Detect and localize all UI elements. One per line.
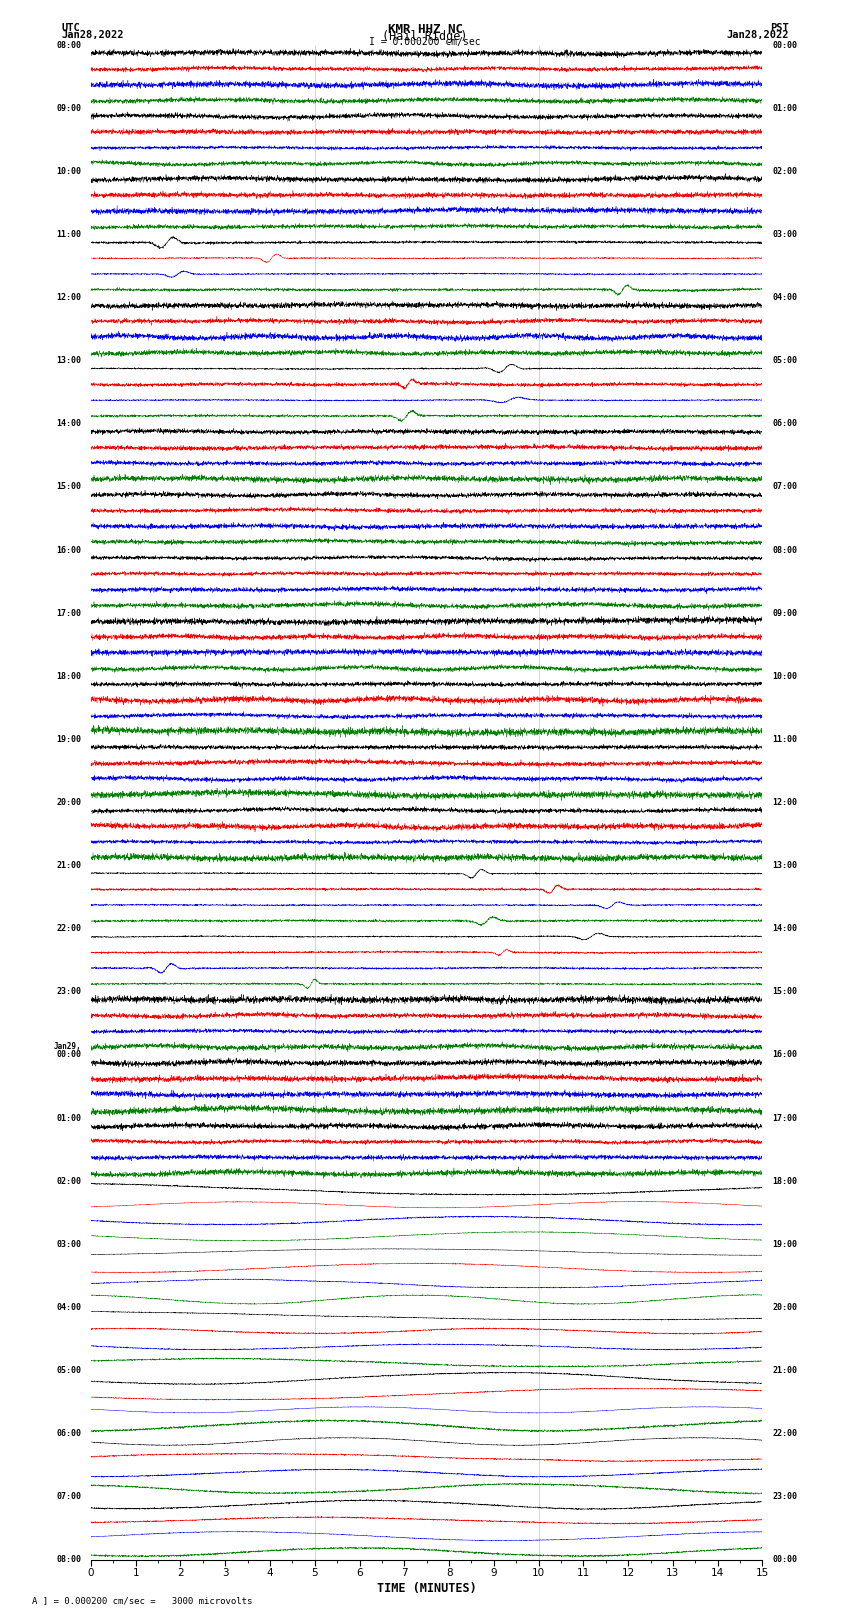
Text: 07:00: 07:00 <box>56 1492 81 1502</box>
Text: 00:00: 00:00 <box>773 40 797 50</box>
Text: 05:00: 05:00 <box>773 356 797 365</box>
Text: 20:00: 20:00 <box>773 1303 797 1311</box>
Text: 16:00: 16:00 <box>56 545 81 555</box>
Text: 23:00: 23:00 <box>773 1492 797 1502</box>
Text: 06:00: 06:00 <box>773 419 797 429</box>
Text: 11:00: 11:00 <box>56 231 81 239</box>
Text: 17:00: 17:00 <box>773 1113 797 1123</box>
Text: 01:00: 01:00 <box>56 1113 81 1123</box>
Text: 14:00: 14:00 <box>773 924 797 934</box>
Text: 23:00: 23:00 <box>56 987 81 997</box>
Text: 02:00: 02:00 <box>773 166 797 176</box>
Text: PST: PST <box>770 24 789 34</box>
Text: Jan29,: Jan29, <box>54 1042 81 1050</box>
Text: Jan28,2022: Jan28,2022 <box>726 31 789 40</box>
Text: A ] = 0.000200 cm/sec =   3000 microvolts: A ] = 0.000200 cm/sec = 3000 microvolts <box>32 1595 252 1605</box>
Text: 19:00: 19:00 <box>773 1240 797 1248</box>
Text: I = 0.000200 cm/sec: I = 0.000200 cm/sec <box>369 37 481 47</box>
Text: 00:00: 00:00 <box>56 1050 81 1060</box>
Text: 03:00: 03:00 <box>56 1240 81 1248</box>
Text: 02:00: 02:00 <box>56 1176 81 1186</box>
Text: 11:00: 11:00 <box>773 736 797 744</box>
Text: 06:00: 06:00 <box>56 1429 81 1439</box>
Text: 13:00: 13:00 <box>56 356 81 365</box>
Text: 16:00: 16:00 <box>773 1050 797 1060</box>
Text: 14:00: 14:00 <box>56 419 81 429</box>
Text: 13:00: 13:00 <box>773 861 797 869</box>
Text: 22:00: 22:00 <box>56 924 81 934</box>
Text: 19:00: 19:00 <box>56 736 81 744</box>
Text: 03:00: 03:00 <box>773 231 797 239</box>
Text: 04:00: 04:00 <box>773 294 797 302</box>
Text: 08:00: 08:00 <box>773 545 797 555</box>
Text: 10:00: 10:00 <box>56 166 81 176</box>
Text: 18:00: 18:00 <box>56 671 81 681</box>
Text: 20:00: 20:00 <box>56 798 81 806</box>
Text: 15:00: 15:00 <box>773 987 797 997</box>
Text: 05:00: 05:00 <box>56 1366 81 1374</box>
Text: 15:00: 15:00 <box>56 482 81 492</box>
Text: (Hail Ridge): (Hail Ridge) <box>382 31 468 44</box>
Text: 10:00: 10:00 <box>773 671 797 681</box>
Text: 01:00: 01:00 <box>773 103 797 113</box>
Text: 21:00: 21:00 <box>56 861 81 869</box>
Text: 18:00: 18:00 <box>773 1176 797 1186</box>
Text: KMR HHZ NC: KMR HHZ NC <box>388 24 462 37</box>
Text: Jan28,2022: Jan28,2022 <box>61 31 124 40</box>
Text: 07:00: 07:00 <box>773 482 797 492</box>
Text: 12:00: 12:00 <box>56 294 81 302</box>
Text: 09:00: 09:00 <box>773 608 797 618</box>
Text: UTC: UTC <box>61 24 80 34</box>
Text: 00:00: 00:00 <box>773 1555 797 1565</box>
Text: 08:00: 08:00 <box>56 1555 81 1565</box>
Text: 09:00: 09:00 <box>56 103 81 113</box>
Text: 12:00: 12:00 <box>773 798 797 806</box>
Text: 08:00: 08:00 <box>56 40 81 50</box>
Text: 04:00: 04:00 <box>56 1303 81 1311</box>
X-axis label: TIME (MINUTES): TIME (MINUTES) <box>377 1582 477 1595</box>
Text: 22:00: 22:00 <box>773 1429 797 1439</box>
Text: 17:00: 17:00 <box>56 608 81 618</box>
Text: 21:00: 21:00 <box>773 1366 797 1374</box>
